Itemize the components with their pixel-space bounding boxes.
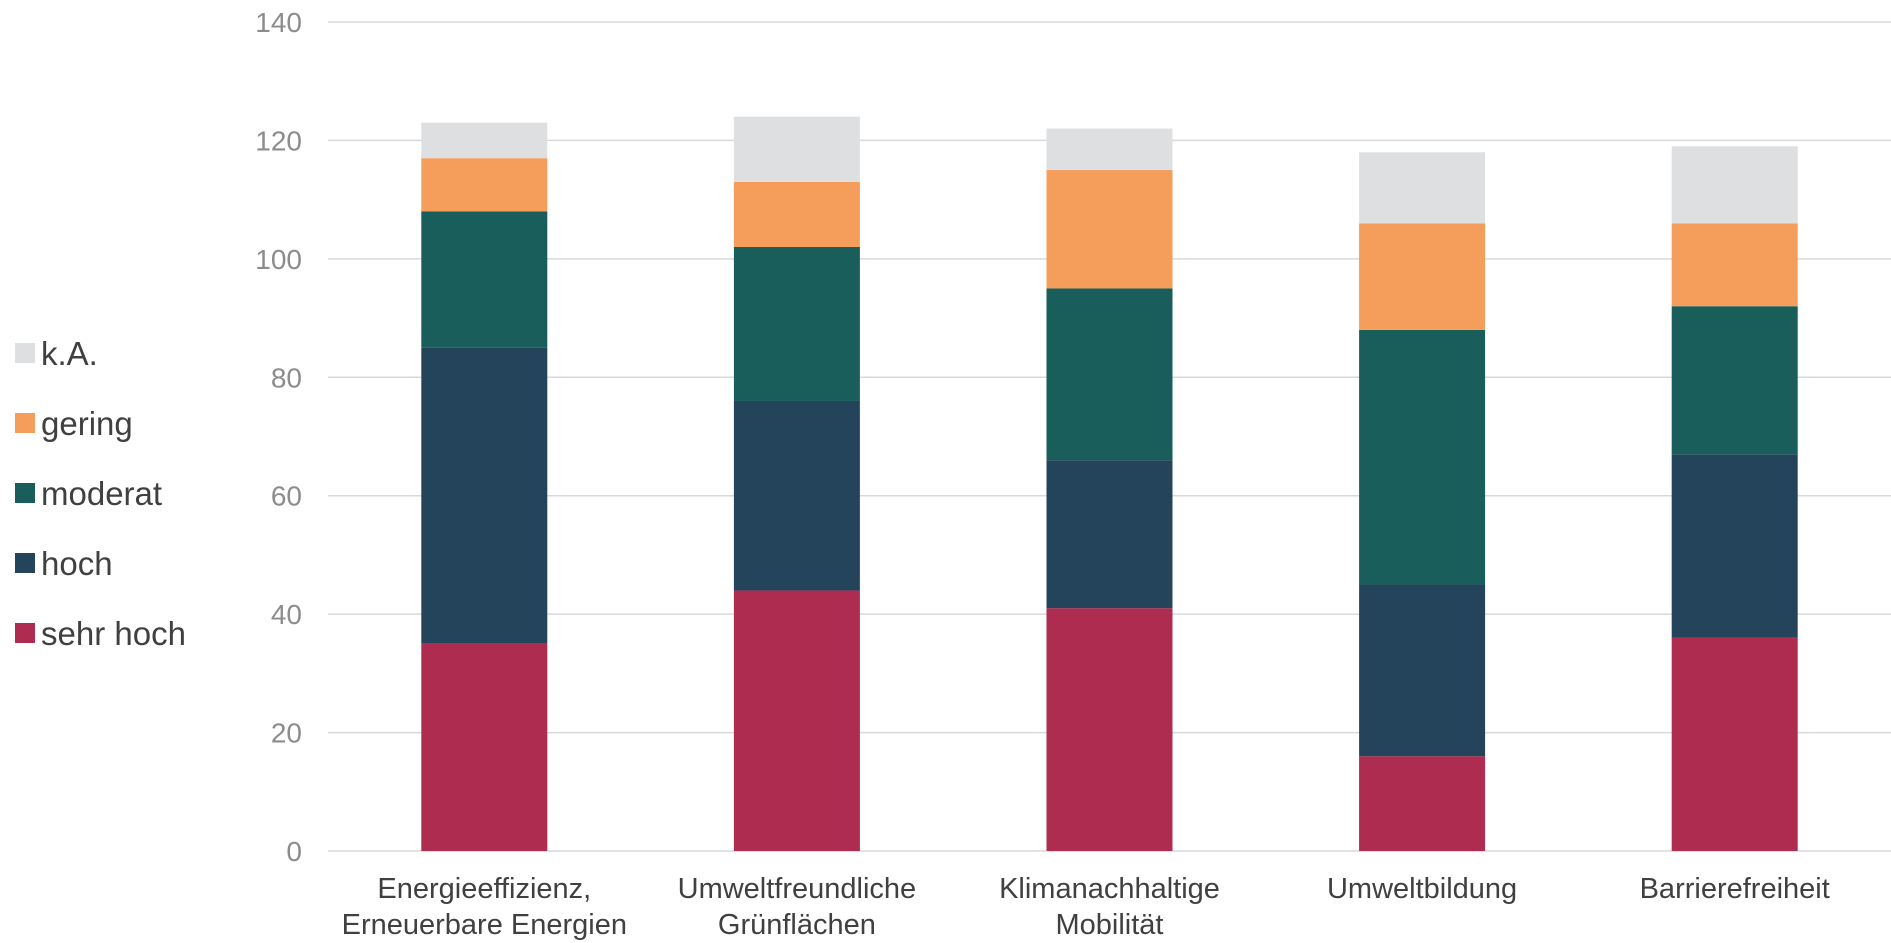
legend: k.A. gering moderat hoch sehr hoch bbox=[15, 335, 186, 652]
bar-segment-moderat bbox=[1359, 329, 1486, 585]
x-category-label: Barrierefreiheit bbox=[1640, 873, 1830, 905]
legend-label: hoch bbox=[41, 545, 113, 582]
y-tick-label: 100 bbox=[255, 244, 302, 275]
x-axis-category-labels: Energieeffizienz, Erneuerbare Energien Umw… bbox=[342, 873, 1830, 941]
y-tick-label: 140 bbox=[255, 7, 302, 38]
bar-segment-hoch bbox=[1046, 460, 1173, 609]
x-category-label: Umweltbildung bbox=[1327, 873, 1517, 905]
bar-segment-k-a- bbox=[1046, 128, 1173, 171]
bar-segment-sehr-hoch bbox=[1671, 637, 1798, 851]
legend-swatch bbox=[15, 413, 35, 433]
x-category-label: Erneuerbare Energien bbox=[342, 909, 627, 941]
legend-label: gering bbox=[41, 405, 133, 442]
legend-swatch bbox=[15, 623, 35, 643]
bar-segment-k-a- bbox=[733, 116, 860, 182]
legend-swatch bbox=[15, 343, 35, 363]
legend-swatch bbox=[15, 553, 35, 573]
bar-segment-gering bbox=[1671, 223, 1798, 307]
bar-segment-gering bbox=[733, 181, 860, 248]
bar-segment-moderat bbox=[733, 247, 860, 401]
x-category-label: Umweltfreundliche bbox=[678, 873, 917, 905]
bar-segment-hoch bbox=[733, 400, 860, 591]
y-axis-tick-labels: 0 20 40 60 80 100 120 140 bbox=[255, 7, 302, 867]
bar-segment-hoch bbox=[421, 347, 548, 644]
y-tick-label: 0 bbox=[286, 836, 302, 867]
bar-segment-sehr-hoch bbox=[733, 590, 860, 851]
bar-segment-hoch bbox=[1359, 584, 1486, 757]
bar-segment-k-a- bbox=[1671, 146, 1798, 224]
bar-segment-gering bbox=[1359, 223, 1486, 330]
x-category-label: Grünflächen bbox=[718, 909, 876, 941]
legend-label: moderat bbox=[41, 475, 162, 512]
bar-segment-gering bbox=[1046, 170, 1173, 289]
bar-segment-moderat bbox=[1671, 306, 1798, 455]
bar-segment-k-a- bbox=[421, 122, 548, 159]
x-category-label: Energieeffizienz, bbox=[377, 873, 591, 905]
y-tick-label: 60 bbox=[271, 481, 302, 512]
x-category-label: Klimanachhaltige bbox=[999, 873, 1220, 905]
bar-segment-sehr-hoch bbox=[1046, 608, 1173, 851]
bar-segment-k-a- bbox=[1359, 152, 1486, 224]
bar-segment-moderat bbox=[1046, 288, 1173, 461]
x-category-label: Mobilität bbox=[1056, 909, 1164, 941]
bar-segment-gering bbox=[421, 158, 548, 212]
bar-segment-moderat bbox=[421, 211, 548, 348]
bars bbox=[421, 116, 1798, 851]
bar-segment-sehr-hoch bbox=[1359, 756, 1486, 851]
y-tick-label: 80 bbox=[271, 362, 302, 393]
y-tick-label: 40 bbox=[271, 599, 302, 630]
legend-swatch bbox=[15, 483, 35, 503]
bar-segment-hoch bbox=[1671, 454, 1798, 638]
y-tick-label: 120 bbox=[255, 125, 302, 156]
legend-label: k.A. bbox=[41, 335, 98, 372]
legend-label: sehr hoch bbox=[41, 615, 186, 652]
bar-segment-sehr-hoch bbox=[421, 643, 548, 851]
y-tick-label: 20 bbox=[271, 718, 302, 749]
